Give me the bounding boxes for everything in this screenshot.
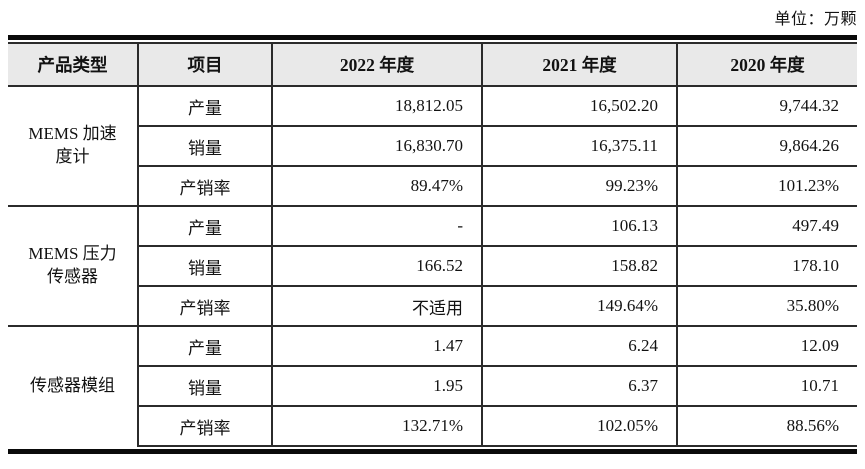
product-type-cell: MEMS 压力传感器 — [8, 205, 138, 326]
value-cell: 158.82 — [481, 245, 677, 286]
item-cell: 销量 — [137, 245, 272, 286]
product-type-cell: MEMS 加速度计 — [8, 85, 138, 206]
value-cell: 89.47% — [271, 165, 482, 206]
value-cell: 不适用 — [271, 285, 482, 326]
header-item: 项目 — [137, 43, 272, 87]
value-cell: 106.13 — [481, 205, 677, 246]
value-cell: 149.64% — [481, 285, 677, 326]
value-cell: 497.49 — [676, 205, 857, 246]
table-row: MEMS 加速度计 产量 18,812.05 16,502.20 9,744.3… — [8, 85, 857, 206]
value-cell: 99.23% — [481, 165, 677, 206]
data-table-container: 产品类型 项目 2022 年度 2021 年度 2020 年度 MEMS 加速度… — [8, 35, 857, 454]
item-cell: 产量 — [137, 205, 272, 246]
header-year-2021: 2021 年度 — [481, 43, 677, 87]
header-product-type: 产品类型 — [8, 43, 138, 87]
value-cell: 16,502.20 — [481, 85, 677, 126]
item-cell: 产销率 — [137, 165, 272, 206]
value-cell: 102.05% — [481, 405, 677, 447]
item-cell: 产销率 — [137, 285, 272, 326]
value-cell: 35.80% — [676, 285, 857, 326]
value-cell: 101.23% — [676, 165, 857, 206]
value-cell: 9,864.26 — [676, 125, 857, 166]
product-type-cell: 传感器模组 — [8, 325, 138, 446]
header-row: 产品类型 项目 2022 年度 2021 年度 2020 年度 — [8, 43, 857, 87]
value-cell: 178.10 — [676, 245, 857, 286]
value-cell: 1.47 — [271, 325, 482, 366]
table-row: MEMS 压力传感器 产量 - 106.13 497.49 — [8, 205, 857, 326]
item-cell: 销量 — [137, 125, 272, 166]
table-bottom-rule — [8, 449, 857, 454]
value-cell: 6.37 — [481, 365, 677, 406]
table-row: 产销率 132.71% 102.05% 88.56% — [8, 405, 857, 447]
value-cell: 12.09 — [676, 325, 857, 366]
unit-label: 单位：万颗 — [774, 11, 857, 28]
table-row: 销量 16,830.70 16,375.11 9,864.26 — [8, 125, 857, 166]
value-cell: 9,744.32 — [676, 85, 857, 126]
item-cell: 产量 — [137, 325, 272, 366]
table-row: 销量 1.95 6.37 10.71 — [8, 365, 857, 406]
item-cell: 销量 — [137, 365, 272, 406]
production-sales-table: 产品类型 项目 2022 年度 2021 年度 2020 年度 MEMS 加速度… — [8, 42, 857, 447]
value-cell: 6.24 — [481, 325, 677, 366]
value-cell: 1.95 — [271, 365, 482, 406]
value-cell: 10.71 — [676, 365, 857, 406]
value-cell: 88.56% — [676, 405, 857, 447]
table-row: 产销率 不适用 149.64% 35.80% — [8, 285, 857, 326]
item-cell: 产量 — [137, 85, 272, 126]
table-row: 销量 166.52 158.82 178.10 — [8, 245, 857, 286]
value-cell: 132.71% — [271, 405, 482, 447]
header-year-2022: 2022 年度 — [271, 43, 482, 87]
value-cell: - — [271, 205, 482, 246]
value-cell: 166.52 — [271, 245, 482, 286]
value-cell: 16,830.70 — [271, 125, 482, 166]
value-cell: 16,375.11 — [481, 125, 677, 166]
table-row: 传感器模组 产量 1.47 6.24 12.09 — [8, 325, 857, 446]
table-row: 产销率 89.47% 99.23% 101.23% — [8, 165, 857, 206]
item-cell: 产销率 — [137, 405, 272, 447]
header-year-2020: 2020 年度 — [676, 43, 857, 87]
value-cell: 18,812.05 — [271, 85, 482, 126]
